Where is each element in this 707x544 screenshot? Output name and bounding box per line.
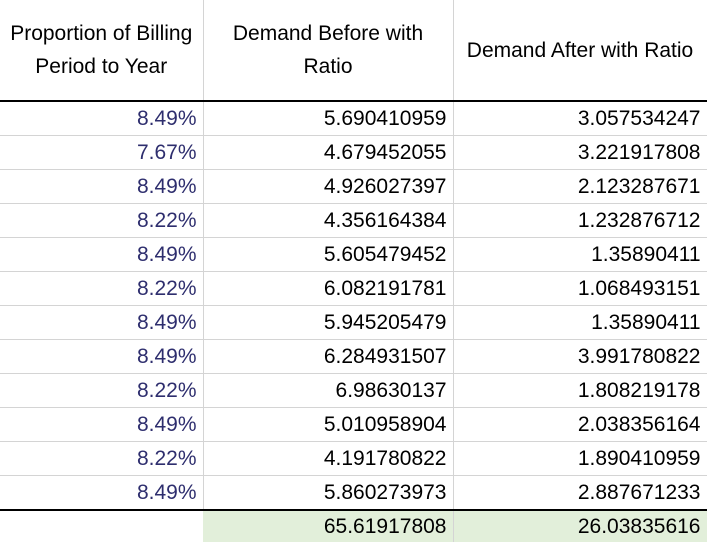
header-proportion[interactable]: Proportion of Billing Period to Year [0,0,204,102]
header-row: Proportion of Billing Period to Year Dem… [0,0,707,102]
demand-after-cell[interactable]: 1.35890411 [453,305,707,340]
demand-after-cell[interactable]: 1.068493151 [453,271,707,306]
table-row: 8.49% 5.605479452 1.35890411 [0,237,707,272]
table-row: 7.67% 4.679452055 3.221917808 [0,135,707,170]
demand-before-cell[interactable]: 5.945205479 [203,305,454,340]
proportion-cell[interactable]: 8.49% [0,305,204,340]
demand-before-cell[interactable]: 4.356164384 [203,203,454,238]
demand-before-cell[interactable]: 4.191780822 [203,441,454,476]
demand-after-cell[interactable]: 1.808219178 [453,373,707,408]
proportion-cell[interactable]: 8.22% [0,373,204,408]
header-demand-before[interactable]: Demand Before with Ratio [203,0,454,102]
demand-before-cell[interactable]: 5.010958904 [203,407,454,442]
table-body: 8.49% 5.690410959 3.057534247 7.67% 4.679452… [0,101,707,511]
table-row: 8.49% 5.010958904 2.038356164 [0,407,707,442]
table-row: 8.22% 4.356164384 1.232876712 [0,203,707,238]
proportion-cell[interactable]: 8.49% [0,475,204,511]
demand-after-cell[interactable]: 2.887671233 [453,475,707,511]
proportion-cell[interactable]: 8.22% [0,441,204,476]
demand-after-cell[interactable]: 3.221917808 [453,135,707,170]
demand-before-cell[interactable]: 6.98630137 [203,373,454,408]
proportion-cell[interactable]: 8.22% [0,203,204,238]
demand-after-cell[interactable]: 3.991780822 [453,339,707,374]
proportion-cell[interactable]: 8.49% [0,237,204,272]
table-row: 8.22% 6.98630137 1.808219178 [0,373,707,408]
demand-before-cell[interactable]: 5.860273973 [203,475,454,511]
demand-before-cell[interactable]: 4.926027397 [203,169,454,204]
table-row: 8.49% 5.945205479 1.35890411 [0,305,707,340]
proportion-cell[interactable]: 8.49% [0,407,204,442]
proportion-cell[interactable]: 8.22% [0,271,204,306]
demand-before-cell[interactable]: 5.605479452 [203,237,454,272]
demand-before-cell[interactable]: 4.679452055 [203,135,454,170]
demand-before-cell[interactable]: 5.690410959 [203,101,454,136]
table-row: 8.22% 6.082191781 1.068493151 [0,271,707,306]
total-demand-before-cell[interactable]: 65.61917808 [203,509,454,542]
demand-before-cell[interactable]: 6.284931507 [203,339,454,374]
table-row: 8.49% 4.926027397 2.123287671 [0,169,707,204]
demand-after-cell[interactable]: 2.038356164 [453,407,707,442]
proportion-cell[interactable]: 7.67% [0,135,204,170]
table-row: 8.22% 4.191780822 1.890410959 [0,441,707,476]
total-demand-after-cell[interactable]: 26.03835616 [453,509,707,542]
table-row: 8.49% 5.860273973 2.887671233 [0,475,707,511]
header-demand-after[interactable]: Demand After with Ratio [453,0,707,102]
totals-row: 65.61917808 26.03835616 [0,509,707,542]
proportion-cell[interactable]: 8.49% [0,101,204,136]
demand-after-cell[interactable]: 1.35890411 [453,237,707,272]
demand-after-cell[interactable]: 3.057534247 [453,101,707,136]
demand-before-cell[interactable]: 6.082191781 [203,271,454,306]
table-row: 8.49% 5.690410959 3.057534247 [0,101,707,136]
demand-after-cell[interactable]: 2.123287671 [453,169,707,204]
table-row: 8.49% 6.284931507 3.991780822 [0,339,707,374]
demand-after-cell[interactable]: 1.890410959 [453,441,707,476]
proportion-cell[interactable]: 8.49% [0,169,204,204]
proportion-cell[interactable]: 8.49% [0,339,204,374]
totals-blank-cell[interactable] [0,509,203,542]
demand-after-cell[interactable]: 1.232876712 [453,203,707,238]
